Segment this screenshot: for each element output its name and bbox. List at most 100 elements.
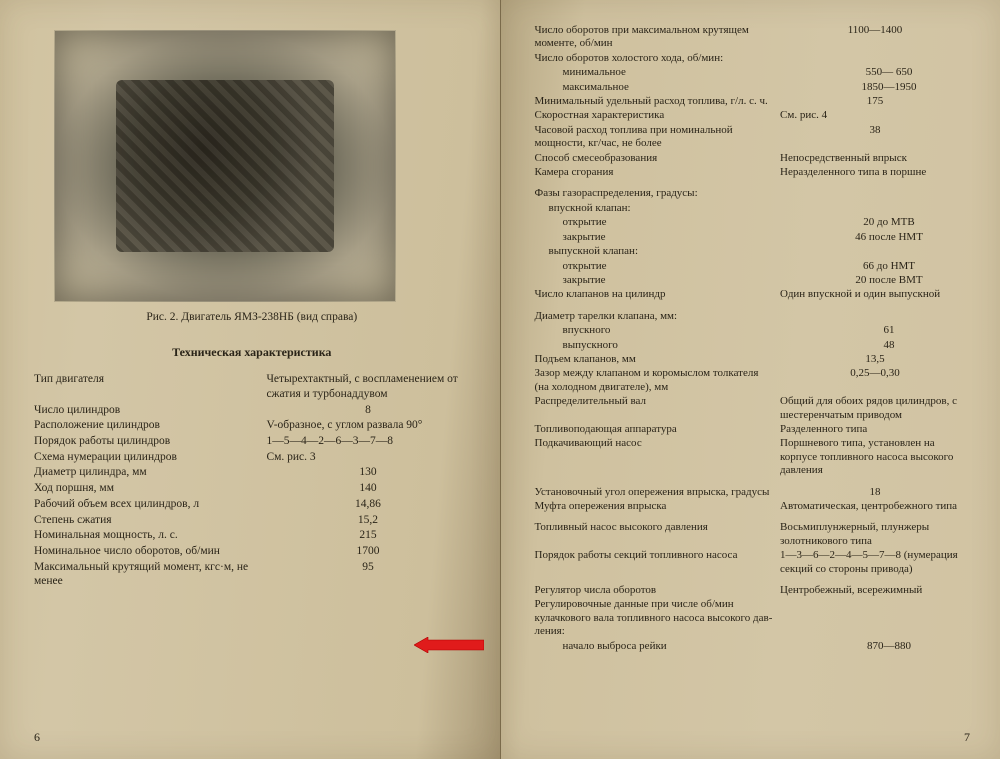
spec-row: открытие20 до МТВ <box>535 216 971 229</box>
spec-value: 1700 <box>266 544 469 559</box>
spec-row: Способ смесеобразованияНепосредственный … <box>535 152 971 165</box>
left-page: Рис. 2. Двигатель ЯМЗ-238НБ (вид справа)… <box>0 0 501 759</box>
spec-label: начало выброса рейки <box>535 640 809 653</box>
spec-row: Диаметр цилиндра, мм130 <box>34 465 470 480</box>
spec-row: Муфта опережения впрыскаАвтоматическая, … <box>535 500 971 513</box>
spec-value: 0,25—0,30 <box>780 367 970 380</box>
spec-row <box>535 479 971 485</box>
spec-label: закрытие <box>535 231 809 244</box>
spec-label: Схема нумерации цилиндров <box>34 450 266 465</box>
spec-label: Подкачивающий насос <box>535 437 781 450</box>
spec-row: Степень сжатия15,2 <box>34 513 470 528</box>
spec-row: Регулятор числа оборотовЦентробежный, вс… <box>535 584 971 597</box>
spec-label: впускного <box>535 324 809 337</box>
spec-value: 95 <box>266 560 469 575</box>
spec-label: Число клапанов на цилиндр <box>535 288 781 301</box>
spec-row: впускного61 <box>535 324 971 337</box>
spec-row <box>535 303 971 309</box>
spec-table-left: Тип двигателяЧетырехтактный, с воспламе­… <box>34 372 470 589</box>
spec-row: впускной клапан: <box>535 202 971 215</box>
spec-value: 1—3—6—2—4—5—7—8 (нуме­рация секций со ст… <box>780 549 970 576</box>
spec-row: Номинальная мощность, л. с.215 <box>34 528 470 543</box>
spec-value: 38 <box>780 124 970 137</box>
spec-value: V-образное, с углом развала 90° <box>266 418 469 433</box>
spec-row: Порядок работы цилиндров1—5—4—2—6—3—7—8 <box>34 434 470 449</box>
spec-label: Порядок работы секций топлив­ного насоса <box>535 549 781 562</box>
spec-value: 175 <box>780 95 970 108</box>
spec-label: Расположение цилиндров <box>34 418 266 433</box>
spec-label: открытие <box>535 216 809 229</box>
spec-row: закрытие46 после НМТ <box>535 231 971 244</box>
spec-label: закрытие <box>535 274 809 287</box>
spec-label: Минимальный удельный расход топлива, г/л… <box>535 95 781 108</box>
spec-label: Номинальное число оборотов, об/мин <box>34 544 266 559</box>
spec-row: Схема нумерации цилиндровСм. рис. 3 <box>34 450 470 465</box>
section-title: Техническая характеристика <box>34 345 470 360</box>
spec-row: Тип двигателяЧетырехтактный, с воспламе­… <box>34 372 470 401</box>
spec-table-right: Число оборотов при максимальном крутящем… <box>535 24 971 653</box>
spec-value: Разделенного типа <box>780 423 970 436</box>
spec-row: Топливный насос высокого дав­ленияВосьми… <box>535 521 971 548</box>
spec-label: Число оборотов при максимальном крутящем… <box>535 24 781 51</box>
spec-value: Центробежный, всережимный <box>780 584 970 597</box>
spec-row: Камера сгоранияНеразделенного типа в пор… <box>535 166 971 179</box>
spec-value: 48 <box>808 339 970 352</box>
spec-label: выпускной клапан: <box>535 245 795 258</box>
spec-label: Распределительный вал <box>535 395 781 408</box>
spec-row: Число клапанов на цилиндрОдин впускной и… <box>535 288 971 301</box>
spec-row <box>535 577 971 583</box>
spec-value: Неразделенного типа в пор­шне <box>780 166 970 179</box>
spec-row: минимальное550— 650 <box>535 66 971 79</box>
spec-row: Минимальный удельный расход топлива, г/л… <box>535 95 971 108</box>
spec-row: Рабочий объем всех цилинд­ров, л14,86 <box>34 497 470 512</box>
spec-row: Скоростная характеристикаСм. рис. 4 <box>535 109 971 122</box>
spec-label: открытие <box>535 260 809 273</box>
spec-value: 20 до МТВ <box>808 216 970 229</box>
spec-row <box>535 180 971 186</box>
page-number-left: 6 <box>34 730 40 745</box>
spec-value: 1100—1400 <box>780 24 970 37</box>
spec-row: Регулировочные данные при числе об/мин к… <box>535 598 971 638</box>
spec-label: выпускного <box>535 339 809 352</box>
spec-value: См. рис. 4 <box>780 109 970 122</box>
spec-label: Число цилиндров <box>34 403 266 418</box>
engine-photo <box>54 30 396 302</box>
spec-value: 20 после ВМТ <box>808 274 970 287</box>
spec-label: Регулировочные данные при числе об/мин к… <box>535 598 781 638</box>
spec-row <box>535 514 971 520</box>
spec-value: Непосредственный впрыск <box>780 152 970 165</box>
spec-label: Топливоподающая аппаратура <box>535 423 781 436</box>
spec-label: Регулятор числа оборотов <box>535 584 781 597</box>
spec-value: 1850—1950 <box>808 81 970 94</box>
spec-value: 61 <box>808 324 970 337</box>
spec-label: Номинальная мощность, л. с. <box>34 528 266 543</box>
spec-value: 870—880 <box>808 640 970 653</box>
spec-row: Расположение цилиндровV-образное, с угло… <box>34 418 470 433</box>
spec-value: 215 <box>266 528 469 543</box>
spec-label: Число оборотов холостого хода, об/мин: <box>535 52 781 65</box>
spec-label: Скоростная характеристика <box>535 109 781 122</box>
spec-row: Подкачивающий насосПоршневого типа, уста… <box>535 437 971 477</box>
spec-label: Максимальный крутящий момент, кгс·м, не … <box>34 560 266 589</box>
spec-label: впускной клапан: <box>535 202 795 215</box>
figure-caption: Рис. 2. Двигатель ЯМЗ-238НБ (вид справа) <box>34 310 470 325</box>
spec-row: Подъем клапанов, мм13,5 <box>535 353 971 366</box>
spec-row: Число оборотов холостого хода, об/мин: <box>535 52 971 65</box>
spec-label: Диаметр тарелки клапана, мм: <box>535 310 781 323</box>
spec-row: Порядок работы секций топлив­ного насоса… <box>535 549 971 576</box>
spec-value: Четырехтактный, с воспламе­нением от сжа… <box>266 372 469 401</box>
spec-value: Поршневого типа, установлен на корпусе т… <box>780 437 970 477</box>
spec-value: 13,5 <box>780 353 970 366</box>
spec-value: 18 <box>780 486 970 499</box>
spec-label: Зазор между клапаном и коромыс­лом толка… <box>535 367 781 394</box>
spec-row: выпускной клапан: <box>535 245 971 258</box>
spec-row: Часовой расход топлива при но­минальной … <box>535 124 971 151</box>
spec-row: Максимальный крутящий момент, кгс·м, не … <box>34 560 470 589</box>
spec-row: Число оборотов при максимальном крутящем… <box>535 24 971 51</box>
spec-value: См. рис. 3 <box>266 450 469 465</box>
spec-row: Распределительный валОбщий для обоих ряд… <box>535 395 971 422</box>
spec-value: 550— 650 <box>808 66 970 79</box>
spec-value: 8 <box>266 403 469 418</box>
spec-value: 15,2 <box>266 513 469 528</box>
spec-label: Степень сжатия <box>34 513 266 528</box>
